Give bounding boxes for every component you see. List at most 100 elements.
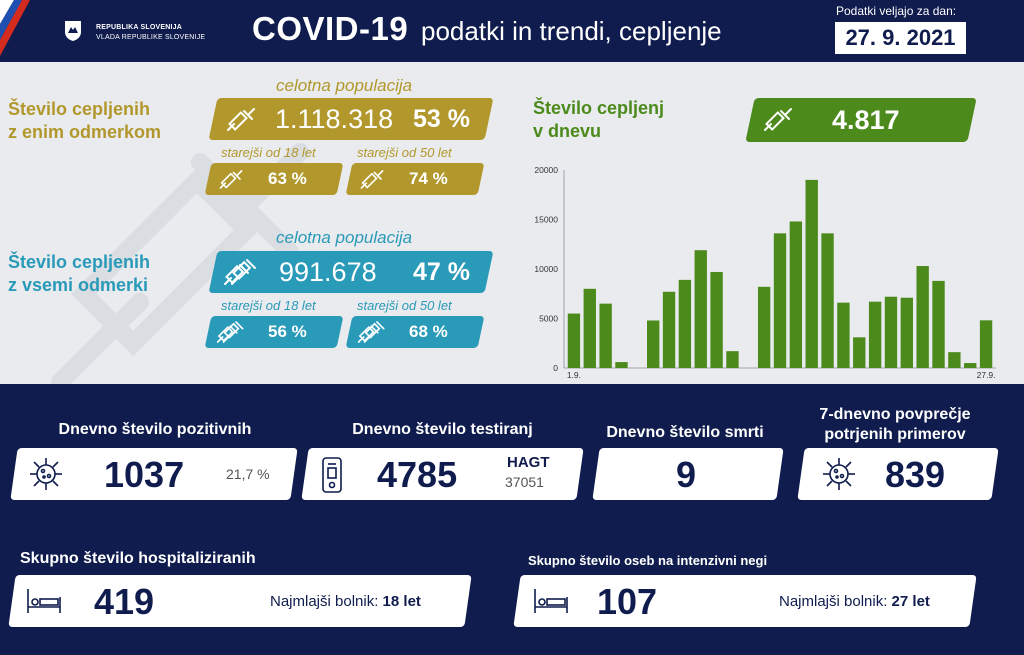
bar xyxy=(821,233,834,368)
bed-icon xyxy=(534,589,568,613)
bar xyxy=(694,250,707,368)
all-doses-over50-label: starejši od 50 let xyxy=(357,298,452,313)
one-dose-label: Število cepljenih z enim odmerkom xyxy=(8,98,161,144)
vaccination-panel: Število cepljenih z enim odmerkom celotn… xyxy=(0,62,1024,384)
all-doses-over18-pct: 56 % xyxy=(268,322,307,341)
icu-youngest: Najmlajši bolnik: 27 let xyxy=(779,593,930,610)
date-badge: 27. 9. 2021 xyxy=(835,22,966,54)
bar xyxy=(662,291,676,368)
syringes-icon xyxy=(224,259,256,285)
bar xyxy=(583,288,596,368)
all-doses-total: 991.678 xyxy=(279,257,377,287)
syringe-icon xyxy=(360,170,384,189)
hospital-youngest: Najmlajši bolnik: 18 let xyxy=(270,593,421,610)
all-doses-total-pct: 47 % xyxy=(413,258,470,286)
bar xyxy=(647,320,660,368)
all-doses-label-line2: z vsemi odmerki xyxy=(8,275,149,295)
bar xyxy=(964,363,977,368)
date-label: Podatki veljajo za dan: xyxy=(836,4,957,18)
daily-vaccinations-chart: 0 5000 10000 15000 20000 1.9. 27.9. xyxy=(534,165,996,380)
x-tick-label: 27.9. xyxy=(977,370,996,380)
all-doses-over18-label: starejši od 18 let xyxy=(221,298,316,313)
positive-card: 1037 21,7 % xyxy=(10,448,298,500)
icu-value: 107 xyxy=(597,581,658,622)
bar xyxy=(932,280,945,368)
virus-icon xyxy=(823,458,855,490)
y-tick-label: 0 xyxy=(553,363,558,373)
daily-vaccinations-value: 4.817 xyxy=(832,105,900,135)
hospital-value: 419 xyxy=(94,581,155,622)
icu-youngest-value: 27 let xyxy=(891,593,930,610)
positive-pct: 21,7 % xyxy=(226,466,270,482)
deaths-title: Dnevno število smrti xyxy=(606,424,764,441)
gov-line2: VLADA REPUBLIKE SLOVENIJE xyxy=(96,34,206,41)
all-doses-over18-pill: 56 % xyxy=(204,316,344,348)
bar xyxy=(757,286,771,368)
all-doses-over50-pill: 68 % xyxy=(345,316,485,348)
daily-vaccinations-label: Število cepljenj v dnevu xyxy=(533,97,664,143)
gov-line1: REPUBLIKA SLOVENIJA xyxy=(96,24,182,31)
daily-vaccinations-pill: 4.817 xyxy=(745,98,977,142)
avg7-value: 839 xyxy=(885,454,946,495)
bar xyxy=(916,266,929,368)
one-dose-over18-label: starejši od 18 let xyxy=(221,145,316,160)
x-tick-label: 1.9. xyxy=(567,370,581,380)
syringe-icon xyxy=(219,170,243,189)
one-dose-total-pct: 53 % xyxy=(413,105,470,133)
bar xyxy=(900,297,913,368)
bar xyxy=(599,303,612,368)
all-doses-label-line1: Število cepljenih xyxy=(8,252,151,272)
syringe-icon xyxy=(764,108,792,131)
positive-title: Dnevno število pozitivnih xyxy=(58,421,252,438)
daily-label-line2: v dnevu xyxy=(533,121,602,141)
y-tick-label: 20000 xyxy=(534,165,558,175)
tests-value: 4785 xyxy=(377,454,458,495)
avg7-title-line1: 7-dnevno povprečje xyxy=(819,406,971,423)
bar xyxy=(710,271,723,368)
bar xyxy=(853,337,866,368)
bar xyxy=(948,352,961,368)
avg7-title-line2: potrjenih primerov xyxy=(824,426,966,443)
one-dose-population-label: celotna populacija xyxy=(276,76,413,95)
all-doses-population-label: celotna populacija xyxy=(276,228,413,247)
bar xyxy=(773,233,787,368)
hospital-youngest-value: 18 let xyxy=(382,593,421,610)
y-tick-label: 5000 xyxy=(539,314,558,324)
one-dose-over50-label: starejši od 50 let xyxy=(357,145,452,160)
syringes-icon xyxy=(357,321,385,343)
hospital-card: 419 Najmlajši bolnik: 18 let xyxy=(8,575,472,627)
hospital-youngest-label: Najmlajši bolnik: xyxy=(270,593,379,610)
bar xyxy=(979,320,993,368)
bar xyxy=(678,279,692,368)
one-dose-label-line1: Število cepljenih xyxy=(8,99,151,119)
one-dose-total-pill: 1.118.318 53 % xyxy=(208,98,494,140)
bar xyxy=(615,362,628,368)
all-doses-over50-pct: 68 % xyxy=(409,322,448,341)
icu-title: Skupno število oseb na intenzivni negi xyxy=(528,553,768,568)
all-doses-label: Število cepljenih z vsemi odmerki xyxy=(8,251,150,297)
bar xyxy=(567,313,581,368)
one-dose-label-line2: z enim odmerkom xyxy=(8,122,162,142)
one-dose-over18-pct: 63 % xyxy=(268,169,307,188)
hagt-label: HAGT xyxy=(507,454,550,471)
bar xyxy=(726,351,739,368)
hagt-value: 37051 xyxy=(505,474,544,490)
bed-icon xyxy=(27,589,61,613)
page-title: COVID-19 xyxy=(252,10,409,47)
syringe-icon xyxy=(227,108,255,131)
flag-corner xyxy=(0,0,30,56)
deaths-card: 9 xyxy=(592,448,784,500)
deaths-value: 9 xyxy=(676,454,697,495)
tests-title: Dnevno število testiranj xyxy=(352,421,533,438)
one-dose-over50-pill: 74 % xyxy=(345,163,485,195)
positive-value: 1037 xyxy=(104,454,185,495)
one-dose-total: 1.118.318 xyxy=(275,104,394,134)
header: REPUBLIKA SLOVENIJA VLADA REPUBLIKE SLOV… xyxy=(0,0,1024,62)
bar xyxy=(868,301,882,368)
icu-youngest-label: Najmlajši bolnik: xyxy=(779,593,888,610)
one-dose-over18-pill: 63 % xyxy=(204,163,344,195)
syringes-icon xyxy=(216,321,244,343)
crest-icon xyxy=(65,21,81,41)
bar xyxy=(805,179,818,368)
icu-card: 107 Najmlajši bolnik: 27 let xyxy=(513,575,977,627)
